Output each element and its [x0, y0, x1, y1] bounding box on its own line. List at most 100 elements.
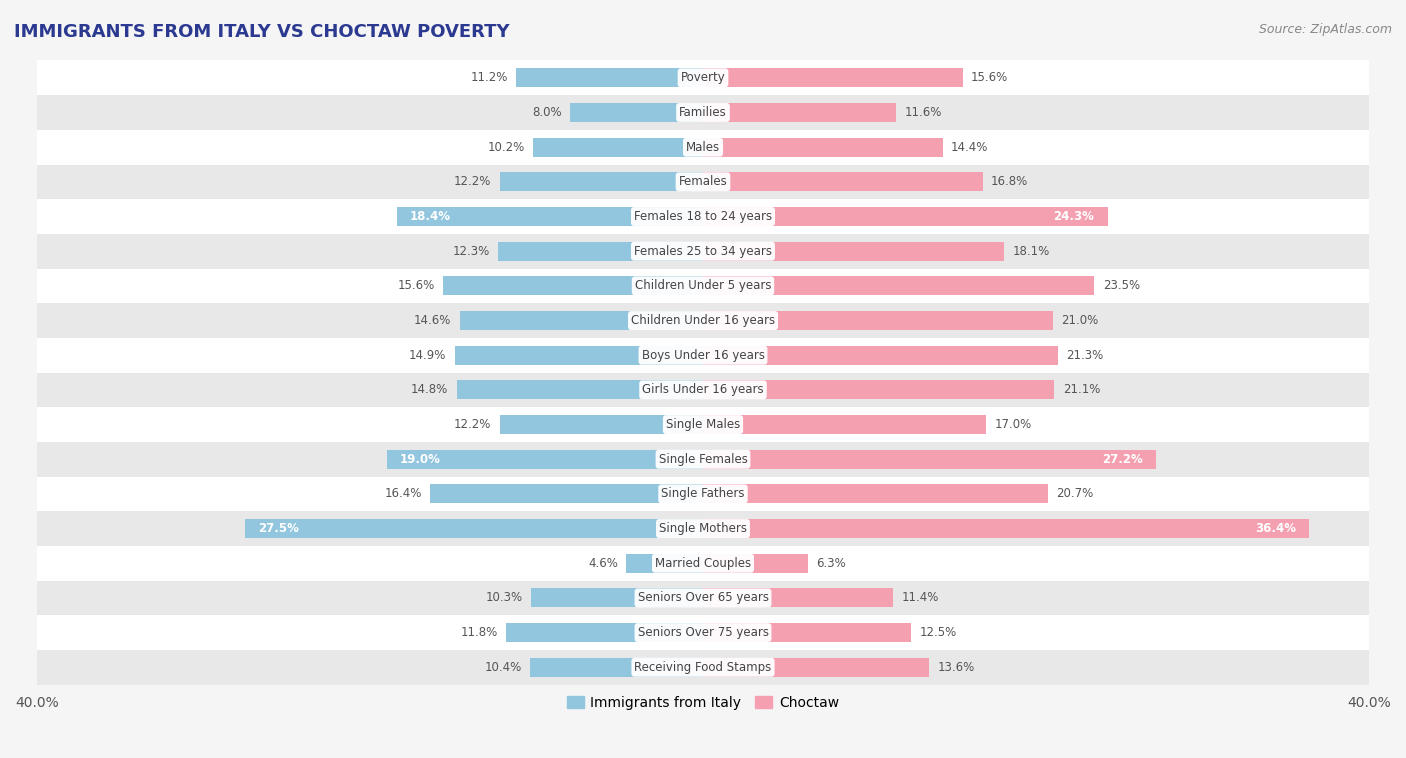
- Text: 18.4%: 18.4%: [411, 210, 451, 223]
- Text: Seniors Over 75 years: Seniors Over 75 years: [637, 626, 769, 639]
- Text: 16.4%: 16.4%: [384, 487, 422, 500]
- Text: 14.9%: 14.9%: [409, 349, 447, 362]
- Bar: [37, 164, 1369, 199]
- Text: Children Under 5 years: Children Under 5 years: [634, 280, 772, 293]
- Bar: [387, 449, 703, 468]
- Text: 12.3%: 12.3%: [453, 245, 489, 258]
- Text: 14.4%: 14.4%: [950, 141, 988, 154]
- Bar: [703, 553, 808, 573]
- Bar: [498, 242, 703, 261]
- Text: Girls Under 16 years: Girls Under 16 years: [643, 384, 763, 396]
- Text: 19.0%: 19.0%: [399, 453, 441, 465]
- Bar: [37, 511, 1369, 546]
- Text: Boys Under 16 years: Boys Under 16 years: [641, 349, 765, 362]
- Bar: [703, 415, 986, 434]
- Text: 36.4%: 36.4%: [1254, 522, 1296, 535]
- Text: 13.6%: 13.6%: [938, 661, 974, 674]
- Text: Poverty: Poverty: [681, 71, 725, 84]
- Text: 15.6%: 15.6%: [972, 71, 1008, 84]
- Text: 16.8%: 16.8%: [991, 175, 1028, 188]
- Bar: [37, 650, 1369, 684]
- Text: Children Under 16 years: Children Under 16 years: [631, 314, 775, 327]
- Text: 4.6%: 4.6%: [588, 556, 619, 570]
- Text: Single Mothers: Single Mothers: [659, 522, 747, 535]
- Text: 12.2%: 12.2%: [454, 418, 492, 431]
- Bar: [37, 61, 1369, 96]
- Bar: [37, 615, 1369, 650]
- Bar: [37, 96, 1369, 130]
- Bar: [703, 172, 983, 191]
- Bar: [703, 449, 1156, 468]
- Text: Source: ZipAtlas.com: Source: ZipAtlas.com: [1258, 23, 1392, 36]
- Text: Females 25 to 34 years: Females 25 to 34 years: [634, 245, 772, 258]
- Bar: [516, 68, 703, 87]
- Bar: [627, 553, 703, 573]
- Bar: [703, 242, 1004, 261]
- Text: 27.2%: 27.2%: [1102, 453, 1143, 465]
- Bar: [703, 381, 1054, 399]
- Bar: [703, 346, 1057, 365]
- Bar: [37, 477, 1369, 511]
- Bar: [37, 338, 1369, 372]
- Text: Females 18 to 24 years: Females 18 to 24 years: [634, 210, 772, 223]
- Text: 21.1%: 21.1%: [1063, 384, 1099, 396]
- Text: 20.7%: 20.7%: [1056, 487, 1094, 500]
- Bar: [703, 588, 893, 607]
- Bar: [569, 103, 703, 122]
- Bar: [37, 442, 1369, 477]
- Text: IMMIGRANTS FROM ITALY VS CHOCTAW POVERTY: IMMIGRANTS FROM ITALY VS CHOCTAW POVERTY: [14, 23, 510, 41]
- Text: 17.0%: 17.0%: [994, 418, 1032, 431]
- Text: 10.2%: 10.2%: [488, 141, 524, 154]
- Bar: [443, 277, 703, 296]
- Bar: [37, 268, 1369, 303]
- Bar: [245, 519, 703, 538]
- Bar: [457, 381, 703, 399]
- Text: Females: Females: [679, 175, 727, 188]
- Bar: [499, 415, 703, 434]
- Bar: [37, 546, 1369, 581]
- Text: Seniors Over 65 years: Seniors Over 65 years: [637, 591, 769, 604]
- Text: 12.2%: 12.2%: [454, 175, 492, 188]
- Text: 11.6%: 11.6%: [904, 106, 942, 119]
- Bar: [703, 103, 896, 122]
- Bar: [533, 138, 703, 157]
- Text: 24.3%: 24.3%: [1053, 210, 1094, 223]
- Bar: [530, 658, 703, 677]
- Text: 10.3%: 10.3%: [486, 591, 523, 604]
- Text: Married Couples: Married Couples: [655, 556, 751, 570]
- Text: 14.6%: 14.6%: [415, 314, 451, 327]
- Bar: [37, 372, 1369, 407]
- Bar: [703, 277, 1094, 296]
- Bar: [37, 407, 1369, 442]
- Bar: [506, 623, 703, 642]
- Bar: [456, 346, 703, 365]
- Bar: [703, 311, 1053, 330]
- Bar: [499, 172, 703, 191]
- Bar: [37, 581, 1369, 615]
- Bar: [703, 138, 943, 157]
- Text: Single Males: Single Males: [666, 418, 740, 431]
- Legend: Immigrants from Italy, Choctaw: Immigrants from Italy, Choctaw: [561, 690, 845, 715]
- Bar: [430, 484, 703, 503]
- Text: 12.5%: 12.5%: [920, 626, 956, 639]
- Text: 27.5%: 27.5%: [259, 522, 299, 535]
- Text: 11.4%: 11.4%: [901, 591, 939, 604]
- Text: 21.3%: 21.3%: [1066, 349, 1104, 362]
- Text: 23.5%: 23.5%: [1102, 280, 1140, 293]
- Text: 8.0%: 8.0%: [531, 106, 561, 119]
- Text: Males: Males: [686, 141, 720, 154]
- Bar: [37, 234, 1369, 268]
- Bar: [703, 658, 929, 677]
- Bar: [703, 519, 1309, 538]
- Text: 10.4%: 10.4%: [484, 661, 522, 674]
- Text: Receiving Food Stamps: Receiving Food Stamps: [634, 661, 772, 674]
- Text: Families: Families: [679, 106, 727, 119]
- Text: 14.8%: 14.8%: [411, 384, 449, 396]
- Bar: [703, 207, 1108, 226]
- Text: 21.0%: 21.0%: [1062, 314, 1098, 327]
- Bar: [396, 207, 703, 226]
- Text: Single Fathers: Single Fathers: [661, 487, 745, 500]
- Bar: [37, 303, 1369, 338]
- Text: Single Females: Single Females: [658, 453, 748, 465]
- Bar: [703, 68, 963, 87]
